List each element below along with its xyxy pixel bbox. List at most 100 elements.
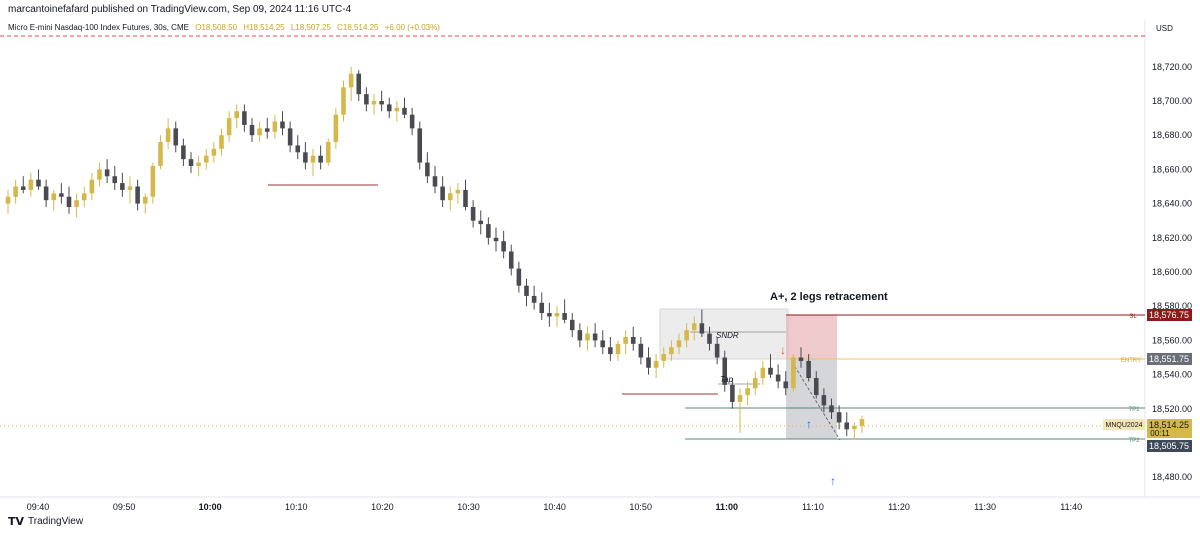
- candle-down: [135, 186, 140, 204]
- time-tick-label: 11:00: [716, 502, 739, 512]
- candle-up: [158, 142, 163, 166]
- sl-tag-label: SL: [1129, 314, 1137, 320]
- candle-up: [203, 155, 209, 163]
- candle-down: [409, 114, 415, 129]
- candle-down: [417, 128, 423, 163]
- price-tick-label: 18,660.00: [1152, 164, 1192, 174]
- price-tick-label: 18,640.00: [1152, 199, 1192, 209]
- target-arrow-icon: ↑: [830, 474, 836, 488]
- candle-down: [486, 224, 491, 238]
- candle-down: [264, 128, 270, 132]
- price-tick-label: 18,480.00: [1152, 472, 1192, 482]
- candle-up: [127, 186, 133, 190]
- time-axis[interactable]: 09:40 09:50 10:00 10:10 10:20 10:30 10:40 10:50…: [27, 502, 1082, 512]
- tp2-price-tag: [1147, 440, 1192, 452]
- price-tick-label: 18,700.00: [1152, 96, 1192, 106]
- sl-price-tag: [1147, 309, 1192, 321]
- candle-down: [104, 169, 110, 177]
- candle-down: [608, 347, 613, 355]
- candle-down: [440, 186, 445, 201]
- time-tick-label: 09:50: [113, 502, 136, 512]
- candle-down: [730, 384, 735, 402]
- candle-down: [43, 186, 49, 201]
- candle-up: [5, 196, 11, 204]
- candle-down: [501, 241, 506, 252]
- time-tick-label: 11:20: [888, 502, 910, 512]
- candle-down: [646, 357, 651, 368]
- candle-down: [516, 268, 522, 286]
- candle-down: [242, 111, 247, 125]
- candle-down: [59, 193, 64, 197]
- time-tick-label: 11:30: [974, 502, 996, 512]
- time-tick-label: 11:10: [802, 502, 824, 512]
- entry-price-tag: [1147, 353, 1192, 365]
- price-tick-label: 18,540.00: [1152, 370, 1192, 380]
- candle-down: [470, 207, 476, 221]
- last-price-tag: [1147, 419, 1192, 438]
- candles: [5, 66, 865, 440]
- candle-down: [249, 124, 255, 136]
- candle-up: [615, 343, 621, 355]
- price-tick-label: 18,620.00: [1152, 233, 1192, 243]
- candle-up: [234, 111, 240, 119]
- candle-up: [760, 367, 766, 379]
- candle-down: [66, 196, 72, 208]
- tap-label: Tap: [720, 375, 734, 384]
- price-axis[interactable]: 18,720.00 18,700.00 18,680.00 18,660.00 18,6…: [1152, 62, 1192, 482]
- candle-down: [699, 323, 705, 334]
- time-tick-label: 10:50: [629, 502, 652, 512]
- bar-timer: 00:11: [1150, 429, 1170, 438]
- candle-up: [226, 118, 232, 136]
- tp1-tag-label: TP1: [1128, 407, 1140, 413]
- tradingview-logo[interactable]: 𝗧𝗩 TradingView: [8, 515, 83, 528]
- candle-up: [310, 155, 316, 163]
- candle-up: [745, 388, 750, 396]
- tp2-tag-label: TP2: [1128, 438, 1140, 444]
- candle-up: [554, 313, 560, 317]
- candle-up: [859, 419, 865, 426]
- tradingview-logo-icon: 𝗧𝗩: [8, 516, 25, 528]
- time-tick-label: 09:40: [27, 502, 50, 512]
- candle-down: [379, 101, 384, 105]
- candle-up: [81, 193, 87, 201]
- time-tick-label: 10:20: [371, 502, 394, 512]
- candle-down: [768, 367, 773, 375]
- candle-up: [455, 189, 461, 194]
- candle-down: [714, 343, 720, 358]
- candle-down: [775, 374, 781, 382]
- candle-up: [669, 347, 674, 355]
- candle-down: [120, 183, 125, 190]
- candle-down: [364, 94, 369, 105]
- price-tick-label: 18,520.00: [1152, 404, 1192, 414]
- time-tick-label: 10:40: [543, 502, 566, 512]
- candle-down: [806, 360, 811, 379]
- candle-down: [36, 179, 41, 187]
- price-tick-label: 18,720.00: [1152, 62, 1192, 72]
- candle-down: [432, 176, 438, 187]
- risk-zone: [786, 315, 837, 359]
- candle-down: [493, 237, 499, 242]
- candle-down: [386, 104, 392, 112]
- brand-label: TradingView: [28, 516, 84, 527]
- candle-up: [333, 114, 339, 143]
- price-tick-label: 18,600.00: [1152, 267, 1192, 277]
- candle-up: [13, 186, 18, 197]
- candle-up: [219, 135, 224, 149]
- currency-label: USD: [1156, 24, 1173, 33]
- candle-up: [165, 128, 171, 143]
- candle-down: [707, 333, 712, 344]
- sndr-zone: [659, 308, 789, 360]
- entry-price-value: 18,551.75: [1149, 354, 1189, 364]
- candle-up: [447, 193, 453, 201]
- candle-down: [463, 189, 468, 208]
- candle-down: [630, 336, 636, 344]
- candle-down: [821, 395, 827, 406]
- candle-down: [722, 357, 728, 385]
- candle-down: [539, 302, 545, 314]
- time-tick-label: 10:30: [457, 502, 480, 512]
- candle-up: [737, 395, 743, 402]
- price-tick-label: 18,680.00: [1152, 130, 1192, 140]
- candle-down: [531, 295, 537, 303]
- move-path: [791, 361, 841, 441]
